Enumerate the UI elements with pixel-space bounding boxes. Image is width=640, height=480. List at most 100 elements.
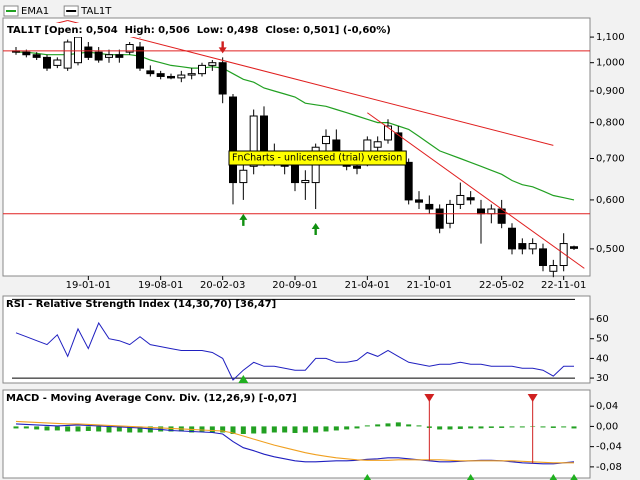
candle-body: [549, 265, 558, 272]
y-tick-label: 40: [596, 353, 609, 364]
x-tick-label: 19-08-01: [138, 280, 183, 291]
candle-body: [125, 44, 134, 53]
x-tick-label: 21-04-01: [345, 280, 390, 291]
signal-marker: [570, 474, 578, 480]
histogram-bar: [127, 426, 133, 433]
histogram-bar: [106, 426, 112, 433]
candle-body: [415, 199, 423, 203]
histogram-bar: [65, 426, 71, 432]
histogram-bar: [323, 426, 329, 432]
candle-body: [559, 243, 568, 267]
legend-label: TAL1T: [80, 6, 112, 17]
candle-body: [239, 169, 248, 184]
candle-body: [136, 46, 144, 69]
candle-body: [229, 96, 237, 184]
y-tick-label: -0,08: [596, 462, 622, 473]
histogram-bar: [13, 426, 19, 429]
trend-line: [67, 20, 554, 146]
watermark-text: FnCharts - unlicensed (trial) version: [232, 153, 402, 164]
histogram-bar: [344, 426, 350, 430]
header: TAL1T [Open: 0,504 High: 0,506 Low: 0,49…: [7, 25, 391, 36]
histogram-bar: [54, 426, 60, 431]
candle-body: [384, 125, 392, 141]
candle-body: [94, 51, 103, 61]
candle-body: [218, 62, 227, 95]
y-tick-label: 60: [596, 314, 609, 325]
histogram-bar: [75, 426, 81, 432]
x-tick-label: 22-11-01: [541, 280, 586, 291]
signal-marker: [549, 474, 558, 480]
x-tick-label: 21-10-01: [407, 280, 452, 291]
y-tick-label: 50: [596, 334, 609, 345]
histogram-bar: [313, 426, 319, 433]
histogram-bar: [354, 426, 360, 429]
panel: [2, 295, 591, 384]
histogram-bar: [116, 426, 122, 432]
signal-marker: [466, 474, 475, 480]
candle-body: [43, 56, 51, 69]
candle-body: [570, 246, 578, 249]
signal-marker: [424, 394, 435, 402]
candle-body: [156, 73, 165, 77]
candle-body: [477, 208, 485, 215]
histogram-bar: [550, 426, 556, 428]
candle-body: [115, 54, 124, 58]
histogram-bar: [478, 426, 484, 429]
y-tick-label: 1,100: [596, 32, 625, 43]
x-tick-label: 19-01-01: [66, 280, 111, 291]
candle-body: [373, 141, 382, 148]
histogram-bar: [240, 426, 246, 434]
histogram-bar: [468, 426, 474, 429]
candle-body: [518, 243, 527, 250]
watermark: FnCharts - unlicensed (trial) version: [228, 150, 407, 166]
histogram-bar: [209, 426, 215, 433]
histogram-bar: [137, 426, 143, 433]
candle-body: [301, 179, 310, 184]
x-tick-label: 20-02-03: [200, 280, 245, 291]
signal-marker: [238, 375, 249, 383]
histogram-bar: [499, 426, 505, 428]
y-tick-label: 0,500: [596, 244, 625, 255]
histogram-bar: [509, 426, 515, 428]
histogram-bar: [333, 426, 339, 431]
y-tick-label: -0,04: [596, 442, 622, 453]
candle-body: [425, 203, 434, 210]
histogram-bar: [457, 426, 463, 429]
rsi-line: [15, 321, 574, 381]
candle-body: [74, 36, 82, 64]
candle-body: [105, 54, 113, 58]
panel-title: MACD - Moving Average Conv. Div. (12,26,…: [6, 393, 297, 404]
candle-body: [466, 197, 475, 201]
macd-line: [15, 420, 574, 464]
histogram-bar: [220, 426, 226, 433]
signal-arrow: [218, 41, 227, 54]
candle-body: [208, 62, 217, 66]
panel: [2, 389, 591, 479]
histogram-bar: [199, 426, 205, 432]
histogram-bar: [406, 424, 412, 427]
histogram-bar: [34, 426, 40, 430]
histogram-bar: [282, 426, 288, 433]
histogram-bar: [375, 424, 381, 427]
histogram-bar: [364, 425, 370, 427]
candle-body: [249, 115, 258, 167]
signal-marker: [527, 394, 538, 402]
histogram-bar: [271, 426, 277, 433]
histogram-bar: [251, 426, 257, 434]
histogram-bar: [540, 426, 546, 428]
trend-line: [367, 112, 585, 269]
candle-body: [456, 194, 465, 205]
y-tick-label: 0,600: [596, 195, 625, 206]
candle-body: [322, 135, 330, 145]
y-tick-label: 0,04: [596, 401, 618, 412]
histogram-bar: [85, 426, 91, 431]
histogram-bar: [230, 426, 236, 434]
candle-body: [404, 161, 413, 201]
panel-title: RSI - Relative Strength Index (14,30,70)…: [6, 299, 276, 310]
signal-arrow: [311, 223, 320, 236]
candle-body: [353, 165, 361, 169]
histogram-bar: [447, 426, 453, 430]
y-tick-label: 1,000: [596, 58, 625, 69]
histogram-bar: [292, 426, 298, 433]
